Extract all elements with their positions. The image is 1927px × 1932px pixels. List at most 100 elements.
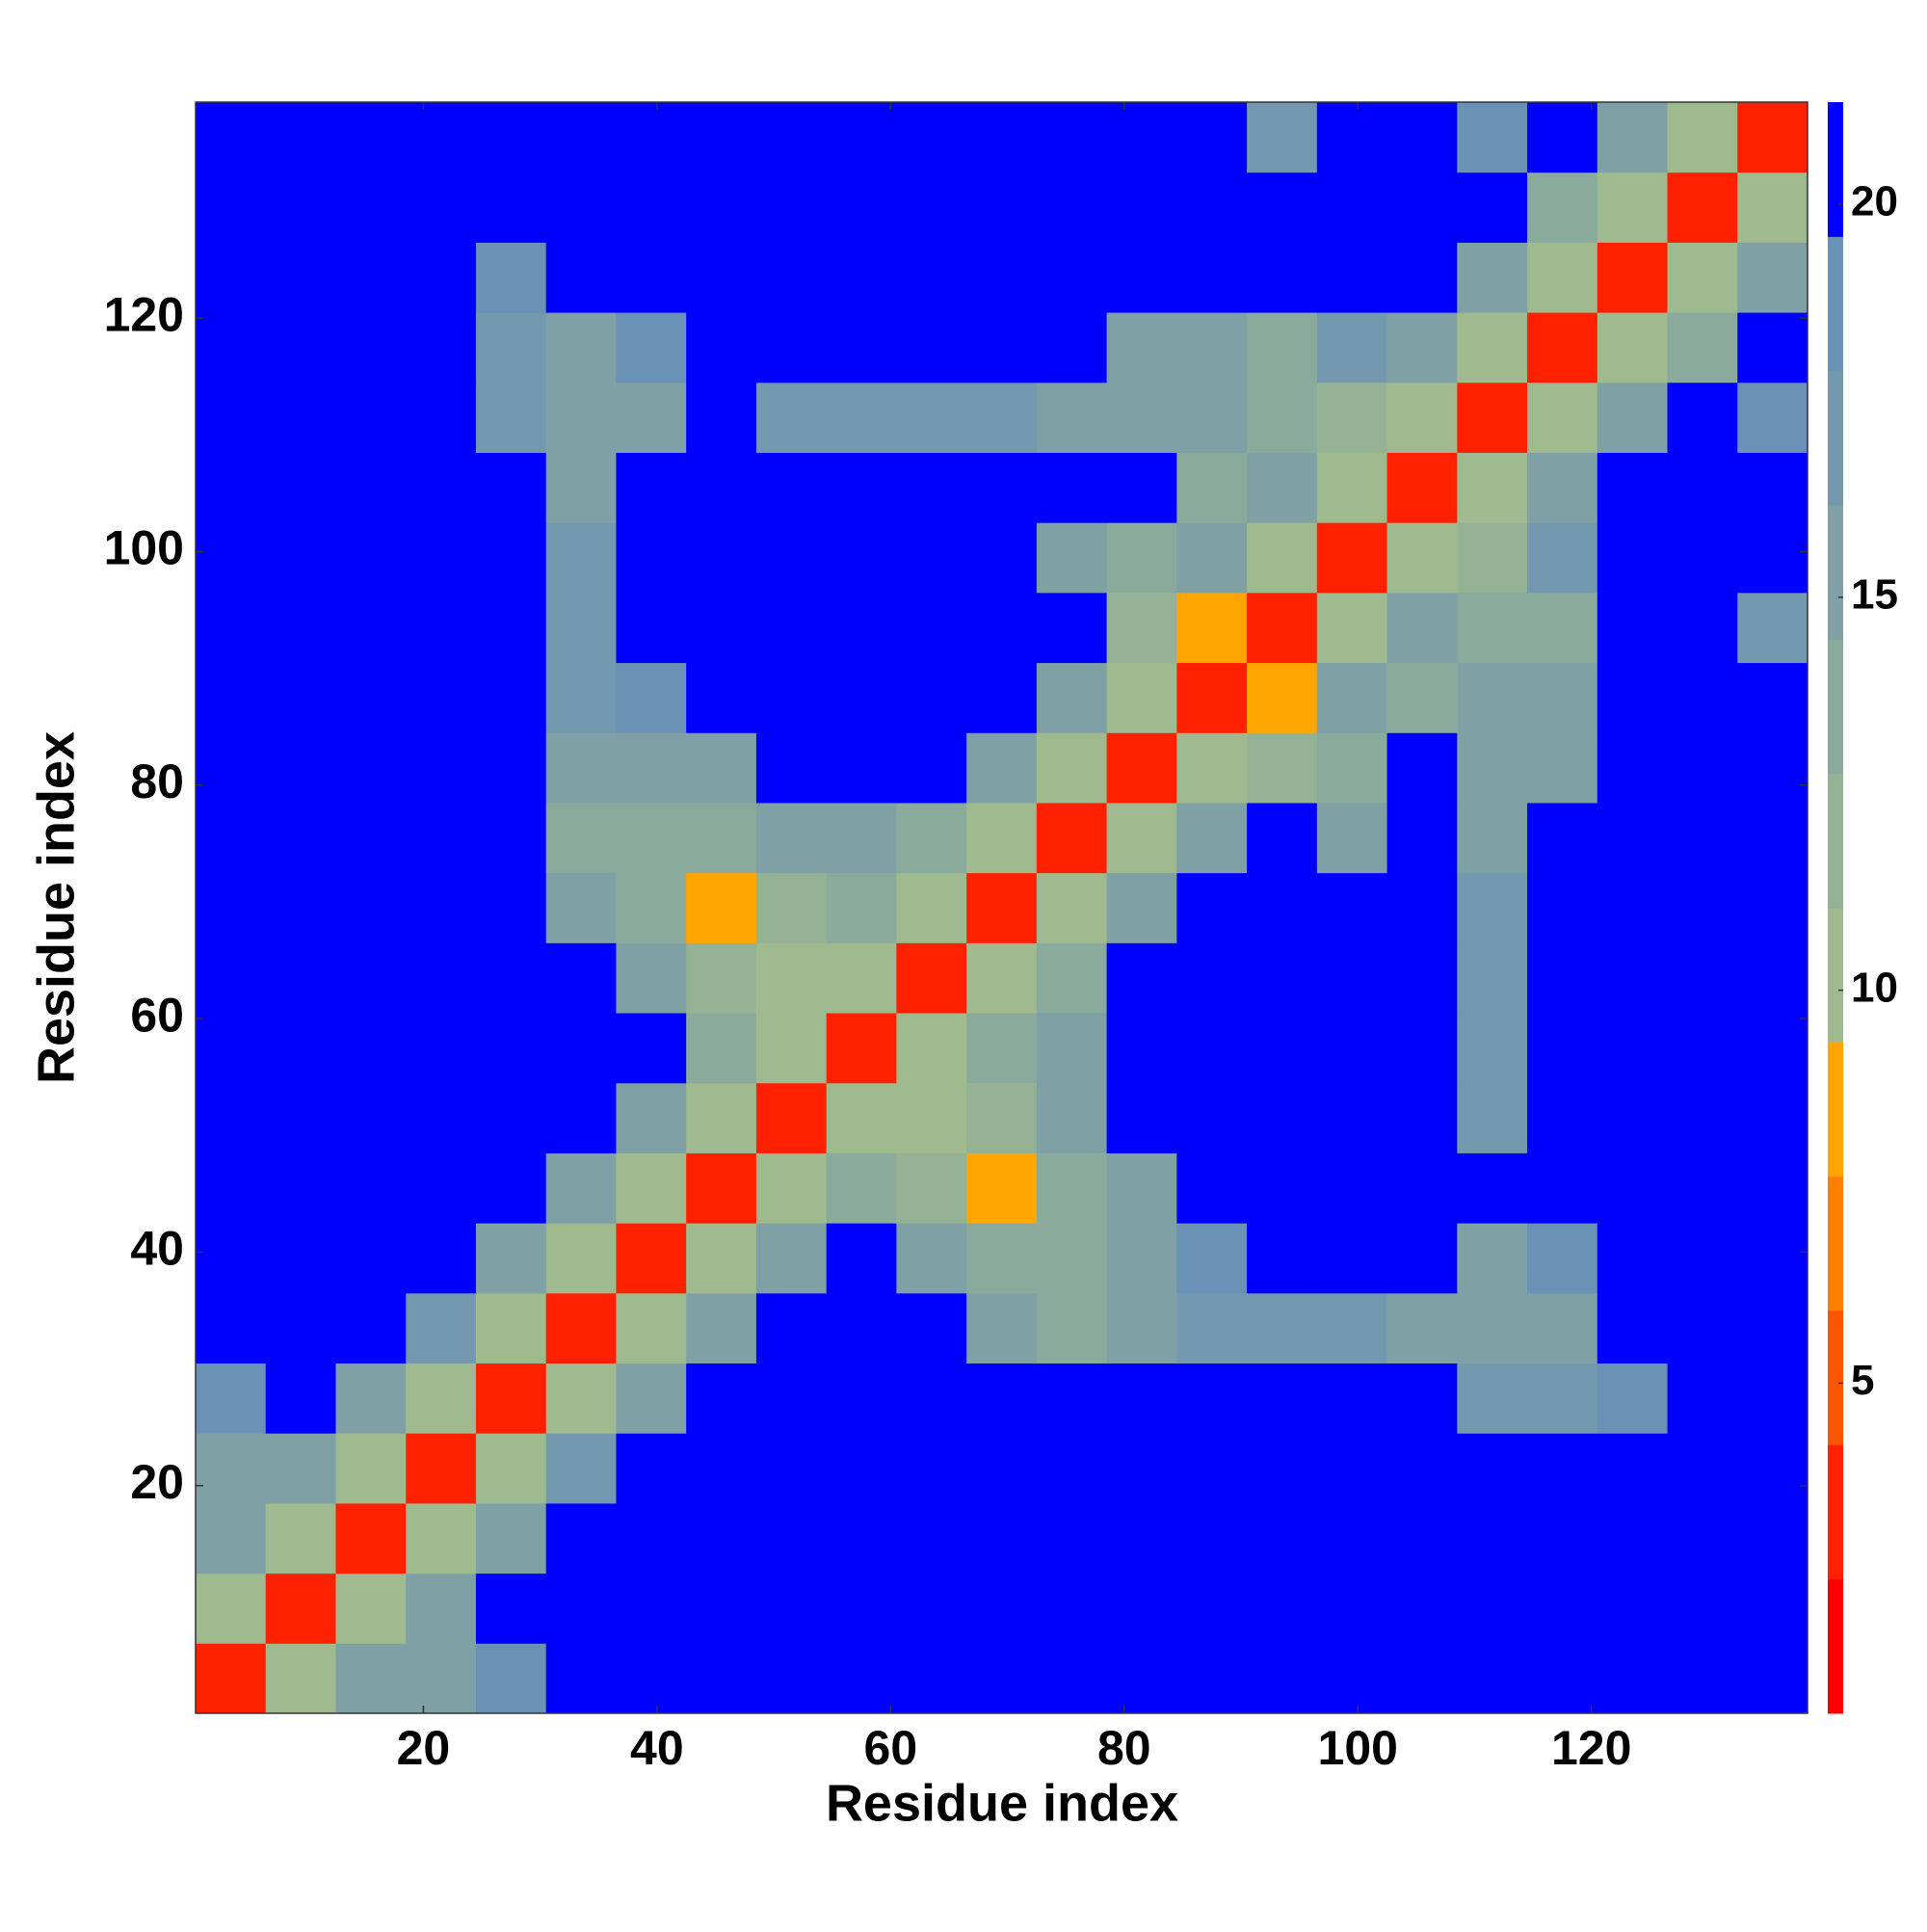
heatmap-cell <box>686 1363 757 1434</box>
y-tick-label: 80 <box>130 754 184 808</box>
heatmap-cell <box>1737 942 1808 1014</box>
heatmap-cell <box>545 942 617 1014</box>
heatmap-cell <box>196 382 267 453</box>
heatmap-cell <box>1036 802 1108 874</box>
heatmap-cell <box>335 1013 407 1084</box>
heatmap-cell <box>966 1152 1038 1224</box>
heatmap-cell <box>896 662 967 733</box>
heatmap-cell <box>406 1082 477 1153</box>
heatmap-cell <box>1597 242 1669 313</box>
heatmap-cell <box>1106 942 1177 1014</box>
heatmap-cell <box>1036 1433 1108 1504</box>
heatmap-cell <box>196 1502 267 1575</box>
heatmap-cell <box>1316 1502 1388 1575</box>
heatmap-cell <box>1386 1152 1458 1224</box>
heatmap-cell <box>1667 1433 1738 1504</box>
heatmap-cell <box>265 1013 336 1084</box>
heatmap-cell <box>966 452 1038 523</box>
heatmap-cell <box>1176 452 1248 523</box>
heatmap-cell <box>1737 522 1808 594</box>
heatmap-cell <box>196 1082 267 1153</box>
heatmap-cell <box>755 1223 828 1294</box>
heatmap-cell <box>475 1152 547 1224</box>
heatmap-cell <box>616 1573 687 1644</box>
heatmap-cell <box>406 1292 477 1364</box>
heatmap-cell <box>1597 172 1669 243</box>
heatmap-cell <box>1247 452 1318 523</box>
heatmap-cell <box>826 1573 897 1644</box>
heatmap-cell <box>406 1152 477 1224</box>
heatmap-cell <box>1036 452 1108 523</box>
heatmap-cell <box>1527 312 1598 384</box>
heatmap-cell <box>1737 802 1808 874</box>
heatmap-cell <box>1527 732 1598 804</box>
heatmap-cell <box>1106 1433 1177 1504</box>
heatmap-cell <box>755 872 828 943</box>
heatmap-cell <box>755 242 828 313</box>
heatmap-cell <box>1036 1223 1108 1294</box>
heatmap-cell <box>1667 1223 1738 1294</box>
heatmap-cell <box>896 1363 967 1434</box>
heatmap-cell <box>545 802 617 874</box>
heatmap-cell <box>826 1082 897 1153</box>
heatmap-cell <box>1176 1292 1248 1364</box>
heatmap-cell <box>1597 662 1669 733</box>
heatmap-cell <box>966 662 1038 733</box>
heatmap-cell <box>265 1223 336 1294</box>
heatmap-cell <box>686 102 757 173</box>
heatmap-cell <box>265 522 336 594</box>
heatmap-cell <box>1386 592 1458 664</box>
colorbar-segment <box>1828 1444 1843 1580</box>
heatmap-cell <box>826 242 897 313</box>
heatmap-cell <box>1527 242 1598 313</box>
heatmap-cell <box>475 1363 547 1434</box>
heatmap-cell <box>1176 242 1248 313</box>
heatmap-cell <box>1737 102 1808 173</box>
heatmap-cell <box>1527 1643 1598 1714</box>
heatmap-cell <box>1316 1363 1388 1434</box>
heatmap-cell <box>1667 242 1738 313</box>
heatmap-cell <box>1457 452 1528 523</box>
heatmap-cell <box>1247 1363 1318 1434</box>
heatmap-cell <box>1737 1152 1808 1224</box>
heatmap-cell <box>1106 1223 1177 1294</box>
heatmap-cell <box>1386 242 1458 313</box>
heatmap-cell <box>826 662 897 733</box>
heatmap-cell <box>1036 1152 1108 1224</box>
heatmap-cell <box>1106 1643 1177 1714</box>
heatmap-cell <box>1036 382 1108 453</box>
heatmap-cell <box>196 1223 267 1294</box>
heatmap-cell <box>265 1363 336 1434</box>
heatmap-cell <box>545 1363 617 1434</box>
heatmap-cell <box>196 872 267 943</box>
heatmap-cell <box>1737 872 1808 943</box>
heatmap-cell <box>1457 1292 1528 1364</box>
heatmap-cell <box>265 172 336 243</box>
heatmap-cell <box>1176 172 1248 243</box>
heatmap-cell <box>1527 1013 1598 1084</box>
heatmap-cell <box>1316 522 1388 594</box>
heatmap-cell <box>545 1013 617 1084</box>
heatmap-cell <box>826 172 897 243</box>
plot-frame <box>195 101 1808 1714</box>
heatmap-cell <box>406 382 477 453</box>
heatmap-cell <box>545 732 617 804</box>
heatmap-cell <box>1316 1573 1388 1644</box>
heatmap-cell <box>1176 942 1248 1014</box>
colorbar-segment <box>1828 370 1843 506</box>
heatmap-cell <box>1527 1363 1598 1434</box>
heatmap-cell <box>755 732 828 804</box>
heatmap-cell <box>265 1573 336 1644</box>
heatmap-cell <box>686 1292 757 1364</box>
heatmap-cell <box>896 1013 967 1084</box>
heatmap-cell <box>1036 1643 1108 1714</box>
heatmap-cell <box>1386 1223 1458 1294</box>
heatmap-cell <box>196 1013 267 1084</box>
heatmap-cell <box>966 872 1038 943</box>
heatmap-cell <box>1597 1433 1669 1504</box>
heatmap-cell <box>1386 1573 1458 1644</box>
heatmap-cell <box>1386 382 1458 453</box>
heatmap-cell <box>1316 1082 1388 1153</box>
heatmap-cell <box>1527 802 1598 874</box>
heatmap-cell <box>1597 1152 1669 1224</box>
